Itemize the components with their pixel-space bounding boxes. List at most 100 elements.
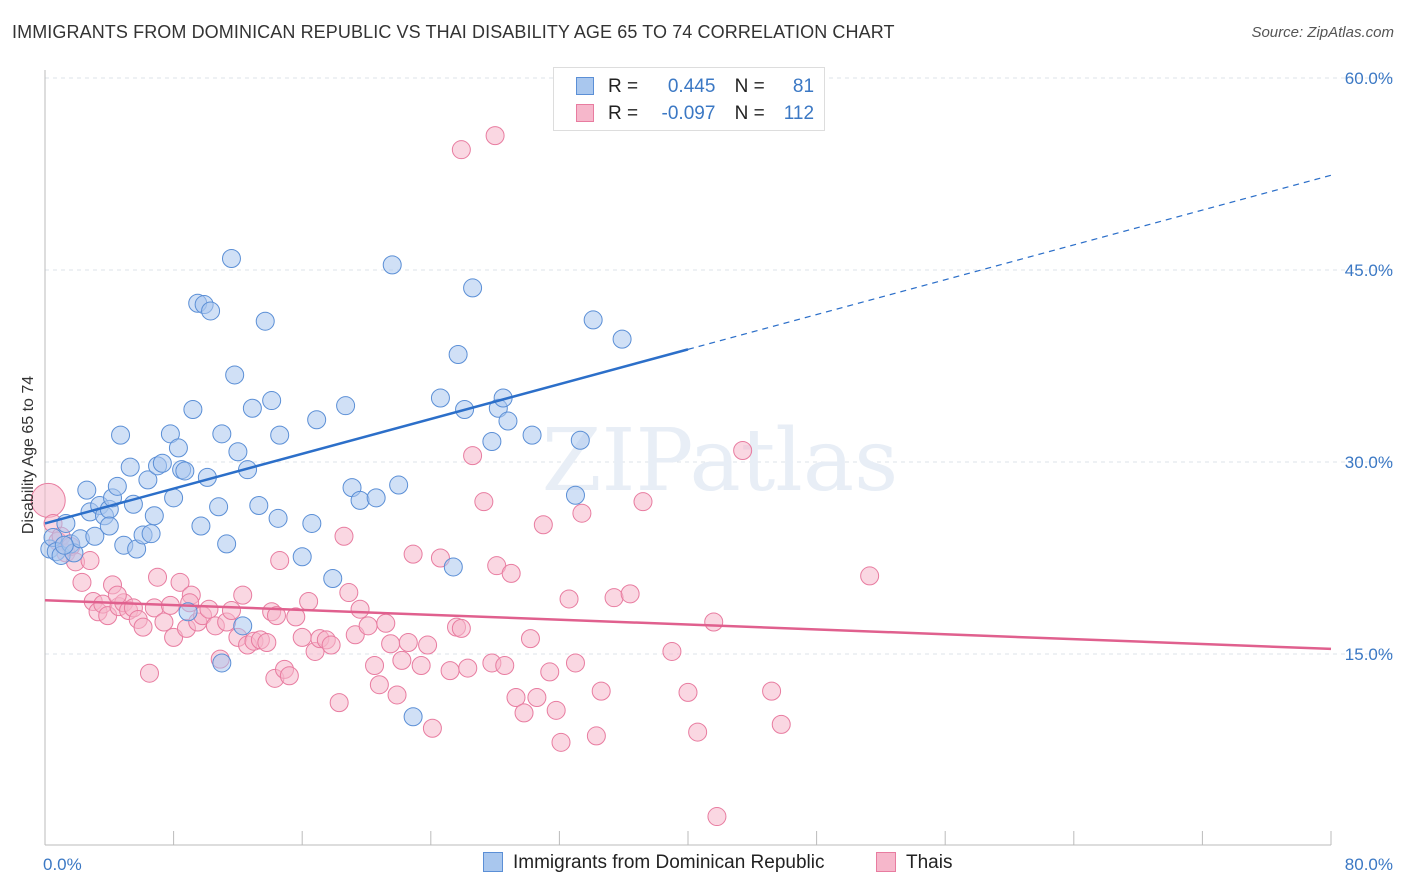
thais-point [591, 681, 611, 701]
thais-point [678, 682, 698, 702]
thais-point [688, 722, 708, 742]
legend-n-value: 112 [783, 103, 815, 124]
dominican-point [212, 424, 232, 444]
bottom-legend-blue-label: Immigrants from Dominican Republic [513, 852, 825, 873]
dominican-point [221, 248, 241, 268]
dominican-point [209, 497, 229, 517]
thais-point [392, 650, 412, 670]
dominican-point [430, 388, 450, 408]
thais-point [221, 600, 241, 620]
dominican-point [565, 485, 585, 505]
dominican-point [144, 506, 164, 526]
y-tick-label: 15.0% [1345, 645, 1393, 664]
y-tick-label: 45.0% [1345, 261, 1393, 280]
thais-point [463, 446, 483, 466]
thais-point [474, 492, 494, 512]
bottom-legend-pink-label: Thais [906, 852, 953, 873]
thais-point [707, 807, 727, 827]
thais-point [80, 551, 100, 571]
legend-row-pink: R = -0.097 N = 112 [576, 103, 814, 125]
dominican-point [255, 311, 275, 331]
dominican-point [570, 430, 590, 450]
legend-r-value: 0.445 [667, 76, 716, 97]
thais-point [506, 688, 526, 708]
dominican-point [138, 470, 158, 490]
dominican-point [54, 535, 74, 555]
thais-point [376, 613, 396, 633]
dominican-point [482, 432, 502, 452]
bottom-legend-pink: Thais [876, 852, 952, 874]
thais-point [139, 663, 159, 683]
dominican-point [242, 398, 262, 418]
thais-point [495, 656, 515, 676]
dominican-point [107, 476, 127, 496]
thais-point [148, 567, 168, 587]
thais-point [422, 718, 442, 738]
dominican-point [120, 457, 140, 477]
dominican-point [201, 301, 221, 321]
thais-point [199, 599, 219, 619]
bottom-swatch-blue [483, 852, 503, 872]
dominican-point [85, 526, 105, 546]
dominican-point [225, 365, 245, 385]
dominican-point [292, 547, 312, 567]
dominican-trend-extension [687, 174, 1332, 350]
dominican-point [270, 425, 290, 445]
dominican-point [99, 516, 119, 536]
dominican-point [448, 344, 468, 364]
thais-point [411, 656, 431, 676]
dominican-point [178, 602, 198, 622]
thais-point [733, 440, 753, 460]
legend-swatch-blue [576, 77, 594, 95]
thais-point [266, 606, 286, 626]
dominican-point [175, 461, 195, 481]
axes [44, 70, 1332, 846]
tick-labels: 15.0% 30.0% 45.0% 60.0% 0.0% 80.0% [43, 69, 1393, 874]
dominican-point [212, 653, 232, 673]
thais-point [279, 666, 299, 686]
legend-r-value: -0.097 [661, 103, 716, 124]
thais-point [572, 503, 592, 523]
thais-point [485, 126, 505, 146]
dominican-point [168, 438, 188, 458]
thais-point [292, 627, 312, 647]
thais-point [365, 656, 385, 676]
thais-point [107, 585, 127, 605]
thais-point [559, 589, 579, 609]
thais-point [334, 526, 354, 546]
thais-point [860, 566, 880, 586]
dominican-point [268, 508, 288, 528]
dominican-point [389, 475, 409, 495]
dominican-point [302, 513, 322, 533]
dominican-point [141, 524, 161, 544]
thais-point [540, 662, 560, 682]
dominican-point [160, 424, 180, 444]
legend-n-label: N = [734, 103, 765, 124]
legend-row-blue: R = 0.445 N = 81 [576, 76, 814, 98]
legend-r-label: R = [608, 103, 639, 124]
dominican-point [77, 480, 97, 500]
dominican-point [217, 534, 237, 554]
thais-point [527, 688, 547, 708]
thais-point [387, 685, 407, 705]
source-label: Source: ZipAtlas.com [1251, 24, 1394, 41]
x-tick-label: 0.0% [43, 855, 82, 874]
thais-point [458, 658, 478, 678]
dominican-trend-line [44, 348, 689, 525]
thais-point [501, 563, 521, 583]
thais-trend-line [44, 598, 1332, 651]
y-tick-label: 30.0% [1345, 453, 1393, 472]
thais-point [233, 585, 253, 605]
thais-point [339, 583, 359, 603]
dominican-point [307, 410, 327, 430]
thais-point [133, 617, 153, 637]
thais-point [514, 703, 534, 723]
dominican-point [111, 425, 131, 445]
stats-legend: R = 0.445 N = 81 R = -0.097 N = 112 [553, 67, 825, 131]
dominican-point [612, 329, 632, 349]
thais-point [381, 634, 401, 654]
thais-point [369, 675, 389, 695]
dominican-point [366, 488, 386, 508]
thais-point [398, 632, 418, 652]
